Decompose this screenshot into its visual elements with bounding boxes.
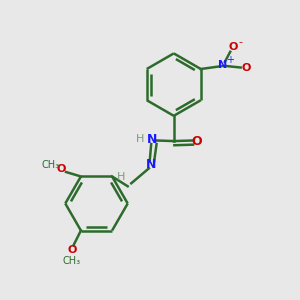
Text: N: N bbox=[147, 134, 157, 146]
Text: N: N bbox=[146, 158, 157, 171]
Text: O: O bbox=[229, 42, 238, 52]
Text: H: H bbox=[117, 172, 125, 182]
Text: CH₃: CH₃ bbox=[41, 160, 60, 170]
Text: N: N bbox=[218, 59, 228, 70]
Text: +: + bbox=[226, 55, 234, 65]
Text: O: O bbox=[68, 245, 77, 255]
Text: H: H bbox=[136, 134, 145, 144]
Text: O: O bbox=[56, 164, 66, 174]
Text: CH₃: CH₃ bbox=[63, 256, 81, 266]
Text: O: O bbox=[191, 135, 202, 148]
Text: O: O bbox=[242, 62, 251, 73]
Text: -: - bbox=[238, 37, 243, 47]
